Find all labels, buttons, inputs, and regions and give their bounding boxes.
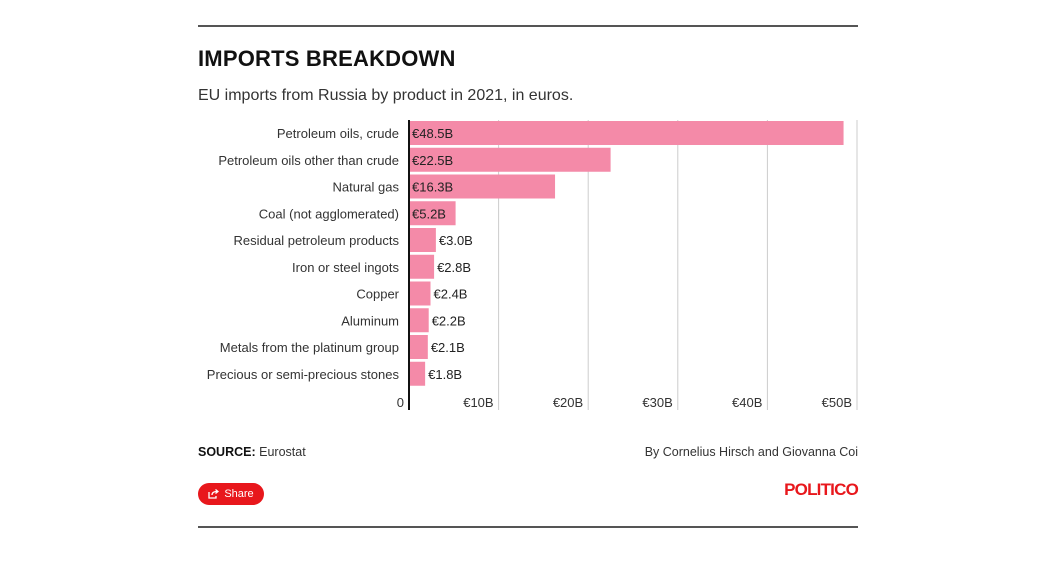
x-tick-label: €30B: [642, 395, 672, 410]
x-tick-label: 0: [397, 395, 404, 410]
category-label: Metals from the platinum group: [220, 340, 399, 355]
politico-logo: POLITICO: [784, 480, 859, 499]
bar-chart: Petroleum oils, crude €48.5B Petroleum oil…: [207, 120, 858, 410]
value-label: €2.4B: [434, 287, 468, 302]
byline: By Cornelius Hirsch and Giovanna Coi: [644, 445, 858, 459]
value-label: €2.2B: [432, 313, 466, 328]
bar: [409, 254, 435, 279]
value-label: €16.3B: [412, 180, 453, 195]
value-label: €48.5B: [412, 126, 453, 141]
bottom-rule: [198, 526, 858, 528]
category-label: Petroleum oils other than crude: [218, 153, 399, 168]
chart-title: IMPORTS BREAKDOWN: [198, 46, 456, 71]
bar: [409, 361, 426, 386]
x-tick-label: €50B: [822, 395, 852, 410]
bar: [409, 308, 429, 333]
share-icon: [208, 489, 220, 499]
value-label: €22.5B: [412, 153, 453, 168]
category-label: Residual petroleum products: [234, 233, 400, 248]
x-tick-label: €10B: [463, 395, 493, 410]
share-label: Share: [224, 488, 254, 500]
bar: [409, 147, 611, 172]
top-rule: [198, 25, 858, 27]
x-tick-label: €20B: [553, 395, 583, 410]
bar: [409, 201, 456, 226]
value-label: €2.1B: [431, 340, 465, 355]
source-value: Eurostat: [259, 445, 306, 459]
bar: [409, 174, 556, 199]
share-button[interactable]: Share: [198, 483, 264, 505]
category-label: Precious or semi-precious stones: [207, 367, 400, 382]
bar: [409, 228, 436, 252]
category-label: Petroleum oils, crude: [277, 126, 399, 141]
source-note: SOURCE: Eurostat: [198, 445, 306, 459]
source-label: SOURCE:: [198, 445, 256, 459]
value-label: €2.8B: [437, 260, 471, 275]
x-tick-label: €40B: [732, 395, 762, 410]
category-label: Iron or steel ingots: [292, 260, 399, 275]
value-label: €1.8B: [428, 367, 462, 382]
bar: [409, 281, 431, 306]
category-label: Aluminum: [341, 313, 399, 328]
bar: [409, 335, 428, 359]
category-label: Coal (not agglomerated): [259, 206, 399, 221]
bar: [409, 121, 844, 145]
category-label: Copper: [356, 287, 399, 302]
value-label: €5.2B: [412, 206, 446, 221]
category-label: Natural gas: [333, 180, 400, 195]
value-label: €3.0B: [439, 233, 473, 248]
chart-subtitle: EU imports from Russia by product in 202…: [198, 87, 574, 104]
